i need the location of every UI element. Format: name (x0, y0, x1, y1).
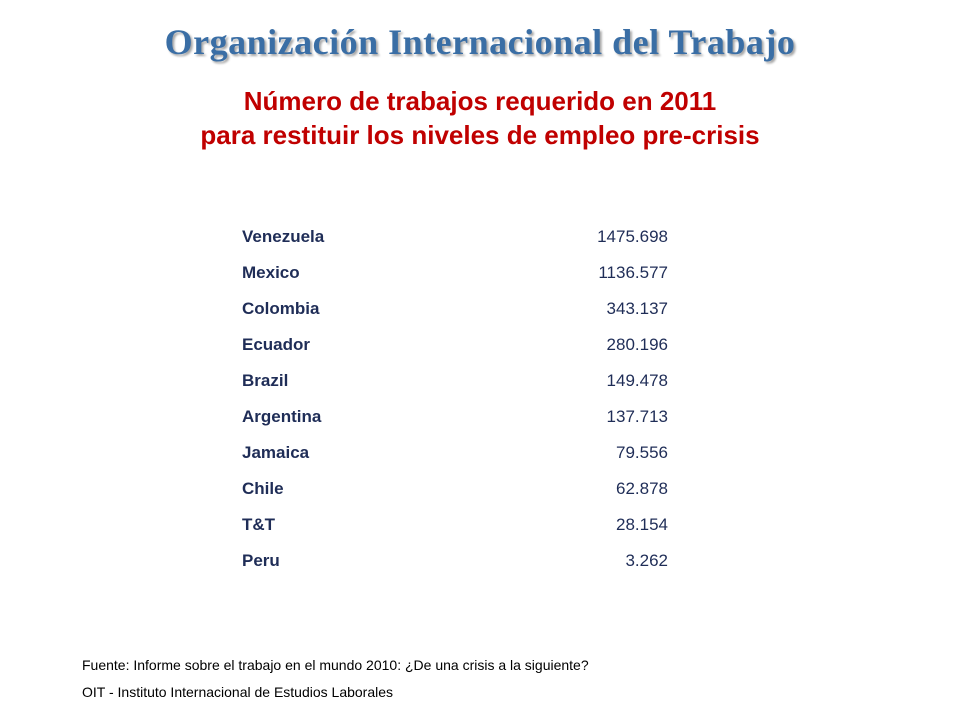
institute-note: OIT - Instituto Internacional de Estudio… (82, 684, 394, 700)
table-row: T&T 28.154 (242, 507, 670, 543)
value-cell: 79.556 (616, 443, 668, 462)
country-cell: Brazil (242, 371, 289, 390)
value-cell: 343.137 (606, 299, 668, 318)
country-cell: Peru (242, 551, 280, 570)
source-note: Fuente: Informe sobre el trabajo en el m… (82, 657, 589, 673)
country-cell: T&T (242, 515, 276, 534)
table-row: Jamaica 79.556 (242, 435, 670, 471)
value-cell: 62.878 (616, 479, 668, 498)
table-row: Colombia 343.137 (242, 291, 670, 327)
value-cell: 1136.577 (598, 263, 668, 282)
country-cell: Colombia (242, 299, 320, 318)
table-row: Brazil 149.478 (242, 363, 670, 399)
table-row: Peru 3.262 (242, 543, 670, 579)
subtitle-line-2: para restituir los niveles de empleo pre… (200, 120, 760, 150)
subtitle-line-1: Número de trabajos requerido en 2011 (243, 86, 717, 116)
value-cell: 137.713 (606, 407, 668, 426)
table-row: Ecuador 280.196 (242, 327, 670, 363)
country-cell: Argentina (242, 407, 322, 426)
table-row: Chile 62.878 (242, 471, 670, 507)
value-cell: 28.154 (616, 515, 668, 534)
table-row: Mexico 1136.577 (242, 255, 670, 291)
country-cell: Ecuador (242, 335, 311, 354)
table-row: Venezuela 1475.698 (242, 219, 670, 255)
slide-subtitle: Número de trabajos requerido en 2011 par… (0, 84, 960, 152)
country-cell: Venezuela (242, 227, 325, 246)
jobs-table: Venezuela 1475.698 Mexico 1136.577 Colom… (242, 219, 670, 579)
organization-title: Organización Internacional del Trabajo (164, 22, 796, 62)
value-cell: 280.196 (606, 335, 668, 354)
country-cell: Mexico (242, 263, 300, 282)
table-row: Argentina 137.713 (242, 399, 670, 435)
value-cell: 3.262 (625, 551, 668, 570)
value-cell: 1475.698 (597, 227, 668, 246)
country-cell: Jamaica (242, 443, 310, 462)
country-cell: Chile (242, 479, 284, 498)
value-cell: 149.478 (606, 371, 668, 390)
